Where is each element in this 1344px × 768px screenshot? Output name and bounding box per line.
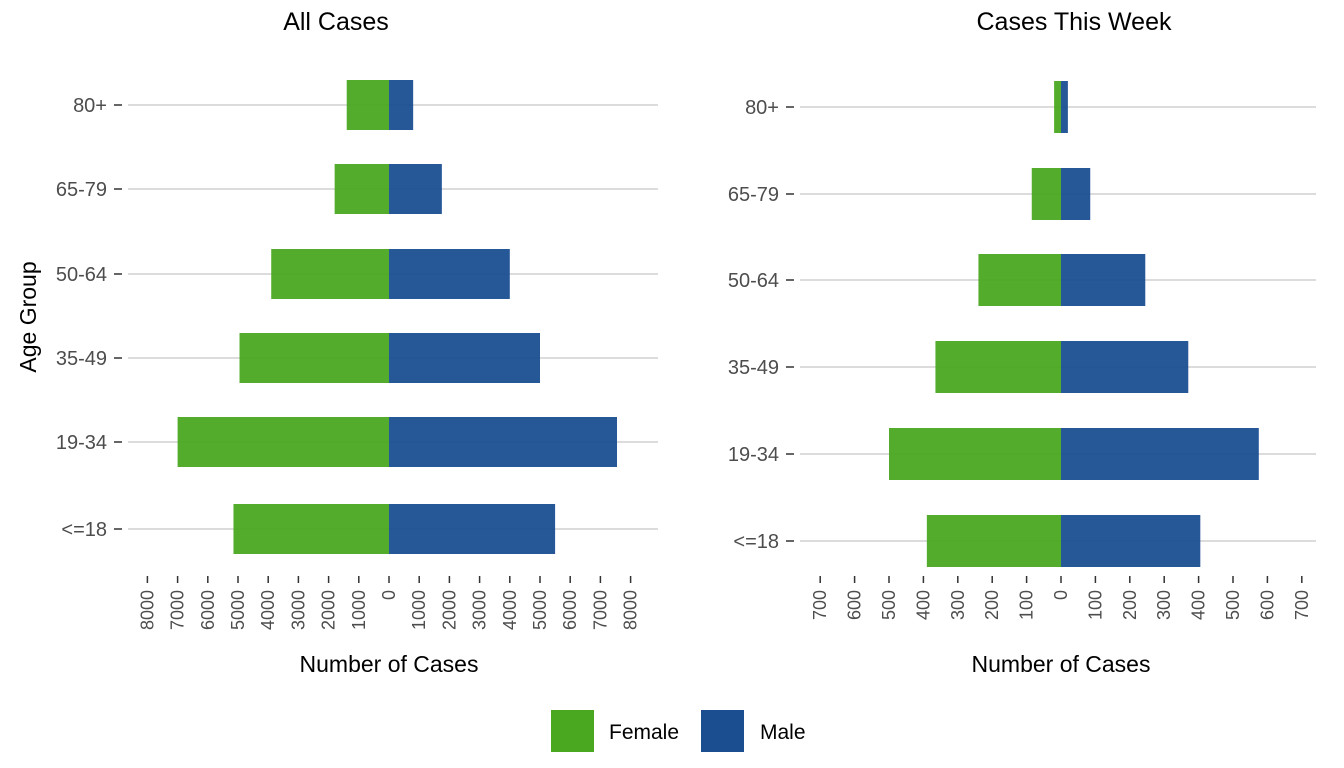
bar-male-<=18 (389, 504, 556, 554)
x-tick-label: 500 (1223, 590, 1243, 620)
legend: Female Male (551, 710, 806, 752)
bar-female-<=18 (233, 504, 389, 554)
x-tick-label: 400 (913, 590, 933, 620)
y-tick-label: <=18 (61, 519, 107, 541)
bar-female-19-34 (177, 417, 389, 467)
chart-panels: All Cases 80+ 65-79 50-64 35-49 19-34 <=18 8000… (15, 8, 1316, 677)
panel-all-cases: All Cases 80+ 65-79 50-64 35-49 19-34 <=18 8000… (15, 8, 658, 677)
x-tick-label: 300 (948, 590, 968, 620)
x-tick-label: 6000 (560, 590, 580, 630)
y-tick-label: 50-64 (728, 270, 779, 292)
x-tick-label: 5000 (530, 590, 550, 630)
legend-label-male: Male (760, 721, 806, 744)
x-tick-label: 1000 (409, 590, 429, 630)
y-tick-label: 65-79 (56, 179, 107, 201)
panel-cases-this-week: Cases This Week 80+ 65-79 50-64 35-49 19-34 <=… (728, 8, 1316, 677)
panel-title: Cases This Week (977, 8, 1172, 36)
x-tick-label: 100 (1085, 590, 1105, 620)
x-tick-label: 600 (1257, 590, 1277, 620)
bar-male-65-79 (1061, 168, 1091, 220)
bar-female-35-49 (935, 341, 1061, 393)
bar-female-35-49 (239, 333, 389, 383)
x-tick-label: 4000 (258, 590, 278, 630)
x-tick-label: 7000 (590, 590, 610, 630)
y-tick-label: 35-49 (728, 357, 779, 379)
legend-label-female: Female (609, 721, 679, 744)
panel-title: All Cases (283, 8, 389, 36)
x-tick-label: 6000 (198, 590, 218, 630)
bar-female-<=18 (926, 515, 1061, 567)
y-axis-title: Age Group (15, 261, 41, 372)
x-tick-label: 8000 (621, 590, 641, 630)
legend-swatch-male (701, 710, 744, 752)
y-tick-label: <=18 (733, 531, 779, 553)
bar-male-80+ (1061, 81, 1068, 133)
x-tick-label: 700 (1292, 590, 1312, 620)
y-tick-label: 50-64 (56, 264, 107, 286)
x-tick-label: 500 (879, 590, 899, 620)
bar-male-19-34 (389, 417, 618, 467)
bar-male-65-79 (389, 164, 442, 214)
x-tick-label: 100 (1017, 590, 1037, 620)
x-tick-label: 2000 (439, 590, 459, 630)
bar-male-19-34 (1061, 428, 1259, 480)
y-tick-label: 19-34 (56, 432, 107, 454)
x-axis-title: Number of Cases (300, 651, 479, 677)
x-tick-label: 400 (1189, 590, 1209, 620)
bar-male-35-49 (389, 333, 540, 383)
y-tick-label: 80+ (73, 95, 107, 117)
bar-female-19-34 (889, 428, 1061, 480)
x-tick-label: 700 (810, 590, 830, 620)
x-tick-label: 0 (379, 590, 399, 600)
bar-female-50-64 (978, 254, 1061, 306)
y-tick-label: 65-79 (728, 184, 779, 206)
y-tick-label: 19-34 (728, 444, 779, 466)
x-tick-label: 3000 (470, 590, 490, 630)
bar-female-80+ (1054, 81, 1061, 133)
x-tick-label: 7000 (168, 590, 188, 630)
x-tick-label: 600 (845, 590, 865, 620)
x-tick-label: 8000 (137, 590, 157, 630)
bar-male-80+ (389, 80, 414, 130)
bar-female-50-64 (271, 249, 389, 299)
x-tick-label: 2000 (319, 590, 339, 630)
legend-swatch-female (551, 710, 594, 752)
bar-male-50-64 (389, 249, 510, 299)
bar-male-50-64 (1061, 254, 1146, 306)
x-tick-label: 0 (1051, 590, 1071, 600)
x-axis-title: Number of Cases (972, 651, 1151, 677)
bar-male-35-49 (1061, 341, 1189, 393)
y-tick-label: 35-49 (56, 348, 107, 370)
y-tick-label: 80+ (745, 97, 779, 119)
x-tick-label: 200 (1120, 590, 1140, 620)
bar-female-80+ (346, 80, 389, 130)
bar-female-65-79 (334, 164, 389, 214)
x-tick-label: 300 (1154, 590, 1174, 620)
x-tick-label: 5000 (228, 590, 248, 630)
x-tick-label: 1000 (349, 590, 369, 630)
x-tick-label: 200 (982, 590, 1002, 620)
bar-male-<=18 (1061, 515, 1201, 567)
bar-female-65-79 (1031, 168, 1061, 220)
x-tick-label: 3000 (288, 590, 308, 630)
x-tick-label: 4000 (500, 590, 520, 630)
